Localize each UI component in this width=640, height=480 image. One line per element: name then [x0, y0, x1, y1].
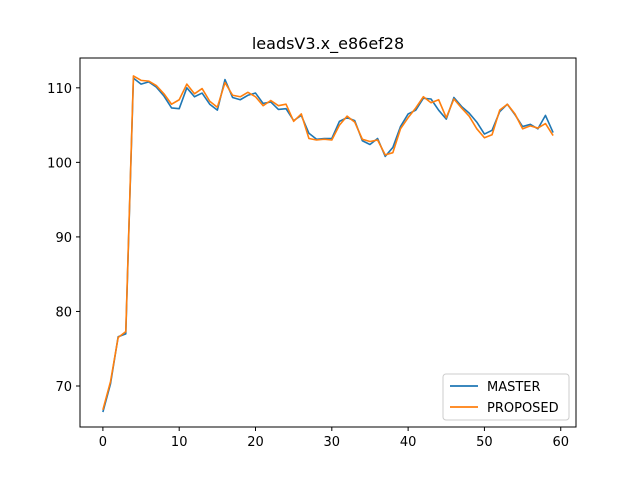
- series-line-master: [102, 77, 554, 413]
- chart-title: leadsV3.x_e86ef28: [252, 34, 404, 54]
- y-tick-label: 100: [47, 156, 72, 171]
- legend-label-master: MASTER: [487, 380, 541, 395]
- ticks-layer: 0 10 20 30 40 50 60 70 80 90 100 110: [47, 82, 569, 450]
- x-tick-label: 50: [476, 435, 493, 450]
- series-line-proposed: [102, 75, 554, 411]
- y-tick-label: 110: [47, 82, 72, 97]
- legend-label-proposed: PROPOSED: [487, 401, 559, 416]
- axes-frame: [79, 57, 577, 428]
- y-tick-label: 80: [55, 305, 72, 320]
- x-tick-label: 60: [552, 435, 569, 450]
- x-tick-label: 0: [99, 435, 107, 450]
- x-tick-label: 40: [400, 435, 417, 450]
- x-tick-label: 10: [171, 435, 188, 450]
- x-tick-label: 20: [247, 435, 264, 450]
- y-tick-label: 90: [55, 231, 72, 246]
- series-layer: [102, 75, 554, 413]
- y-tick-label: 70: [55, 380, 72, 395]
- x-tick-label: 30: [324, 435, 341, 450]
- legend: MASTER PROPOSED: [442, 373, 570, 421]
